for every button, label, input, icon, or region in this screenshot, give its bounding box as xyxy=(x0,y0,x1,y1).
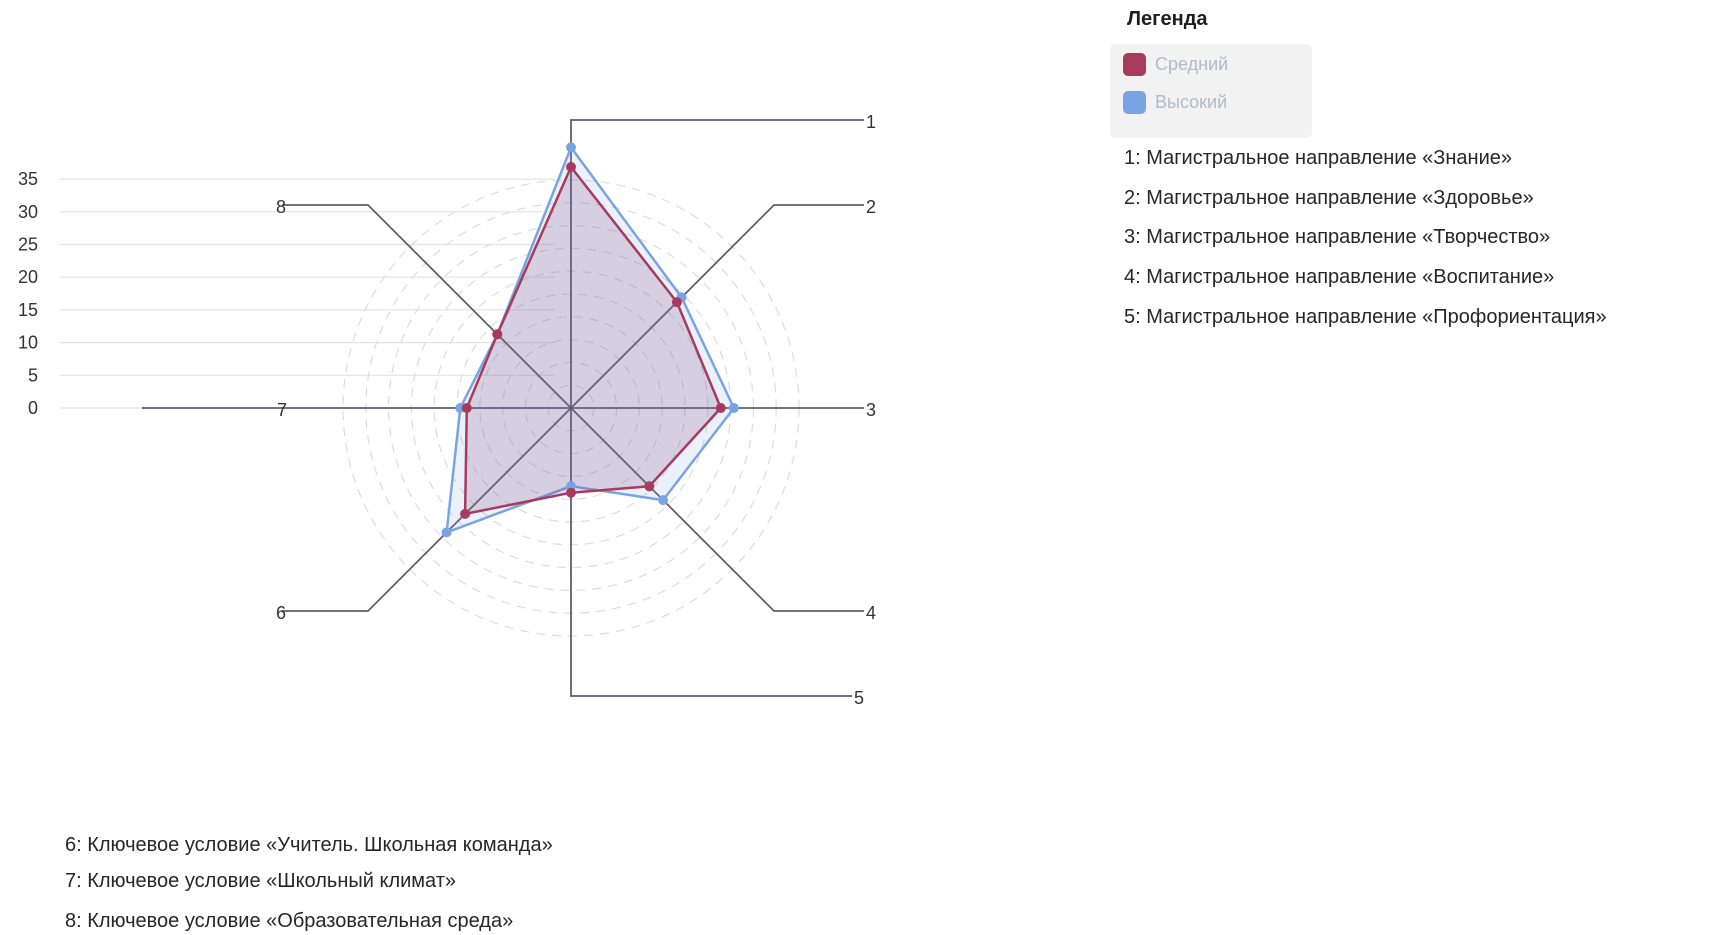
axis-description-6: 6: Ключевое условие «Учитель. Школьная к… xyxy=(65,834,553,856)
axis-label-8: 8 xyxy=(276,197,286,217)
legend-label-high: Высокий xyxy=(1155,91,1228,112)
scale-tick-label: 35 xyxy=(18,169,38,189)
axis-label-1: 1 xyxy=(866,112,876,132)
axis-description-3: 3: Магистральное направление «Творчество… xyxy=(1124,226,1551,248)
legend: Средний Высокий xyxy=(1110,44,1312,138)
scale-tick-label: 30 xyxy=(18,202,38,222)
axis-label-3: 3 xyxy=(866,400,876,420)
axis-description-1: 1: Магистральное направление «Знание» xyxy=(1124,147,1512,169)
axis-label-2: 2 xyxy=(866,197,876,217)
axis-description-4: 4: Магистральное направление «Воспитание… xyxy=(1124,266,1555,288)
axis-description-8: 8: Ключевое условие «Образовательная сре… xyxy=(65,910,514,932)
legend-item-high[interactable]: Высокий xyxy=(1123,88,1227,116)
axis-description-5: 5: Магистральное направление «Профориент… xyxy=(1124,306,1607,328)
axis-spoke xyxy=(282,204,572,409)
scale-tick-label: 25 xyxy=(18,235,38,255)
axis-label-7: 7 xyxy=(277,400,287,420)
axis-spoke xyxy=(570,119,864,408)
scale-tick-label: 15 xyxy=(18,300,38,320)
axis-spoke xyxy=(282,407,572,612)
axis-label-4: 4 xyxy=(866,603,876,623)
series-point-average-1 xyxy=(566,162,576,172)
legend-item-average[interactable]: Средний xyxy=(1123,50,1228,78)
axis-spoke xyxy=(570,407,864,612)
legend-label-average: Средний xyxy=(1155,53,1229,74)
series-point-average-8 xyxy=(492,329,503,340)
series-point-high-1 xyxy=(566,142,576,153)
axis-spoke xyxy=(570,408,852,697)
series-point-high-4 xyxy=(658,495,669,506)
axis-description-7: 7: Ключевое условие «Школьный климат» xyxy=(65,870,457,892)
series-point-average-7 xyxy=(461,403,472,413)
series-point-average-5 xyxy=(566,487,576,498)
series-point-average-2 xyxy=(671,297,682,308)
series-point-average-4 xyxy=(644,481,655,492)
scale-tick-label: 10 xyxy=(18,333,38,353)
axis-labels: 1 2 3 4 5 6 7 8 xyxy=(276,112,876,708)
legend-swatch-average xyxy=(1123,52,1146,76)
scale-tick-label: 0 xyxy=(28,398,38,418)
series-point-high-6 xyxy=(441,527,452,538)
radar-series xyxy=(441,142,739,538)
scale-tick-label: 20 xyxy=(18,267,38,287)
axis-label-5: 5 xyxy=(854,688,864,708)
series-point-average-3 xyxy=(715,403,726,413)
axis-description-2: 2: Магистральное направление «Здоровье» xyxy=(1124,187,1534,209)
scale-axis: 0 5 10 15 20 25 30 35 xyxy=(18,169,555,418)
series-point-high-3 xyxy=(728,403,739,413)
axis-spoke xyxy=(570,204,864,409)
axis-label-6: 6 xyxy=(276,603,286,623)
legend-swatch-high xyxy=(1123,90,1146,114)
legend-title: Легенда xyxy=(1127,8,1208,30)
scale-tick-label: 5 xyxy=(28,365,38,385)
series-point-average-6 xyxy=(460,508,471,519)
